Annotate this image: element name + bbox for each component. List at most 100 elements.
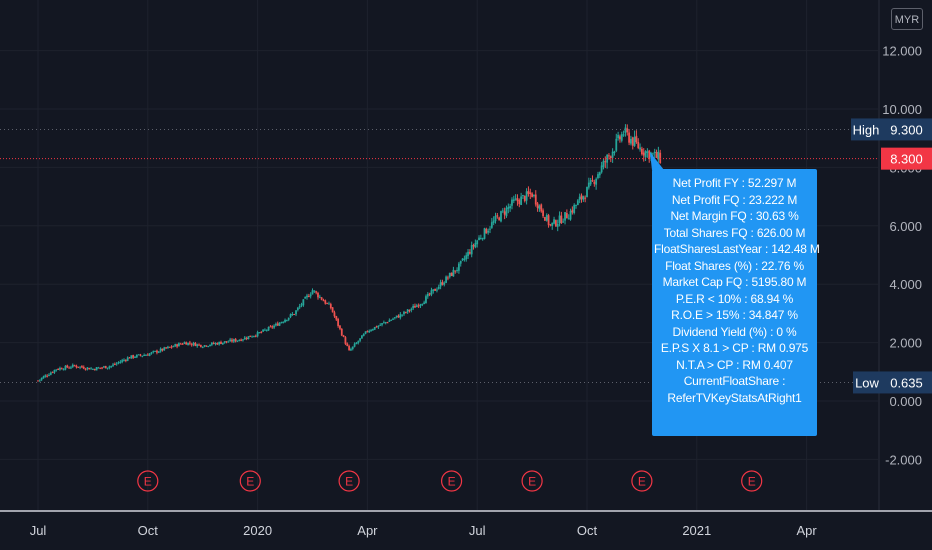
candle-body (355, 342, 358, 344)
candle-body (324, 300, 327, 304)
candle-body (335, 316, 338, 320)
candle-body (458, 263, 460, 271)
candle-body (426, 293, 429, 297)
candle-body (540, 204, 543, 212)
stat-line: CurrentFloatShare : (683, 374, 786, 388)
earnings-marker[interactable]: E (741, 470, 763, 492)
candle-body (42, 376, 45, 379)
candle-body (331, 307, 334, 313)
candle-body (203, 345, 206, 347)
earnings-marker[interactable]: E (338, 470, 360, 492)
candle-body (346, 343, 349, 347)
candle-body (240, 339, 243, 341)
candle-body (123, 359, 125, 361)
candle-body (311, 290, 314, 295)
candle-body (59, 367, 61, 370)
candle-body (132, 355, 135, 358)
candle-body (419, 304, 422, 306)
candle-body (329, 304, 332, 308)
candle-body (210, 342, 213, 345)
candle-body (371, 329, 374, 331)
candle-body (364, 331, 367, 334)
candle-body (571, 209, 574, 213)
candle-body (361, 335, 363, 339)
candle-body (174, 344, 177, 347)
earnings-marker[interactable]: E (440, 470, 463, 492)
candle-body (275, 323, 277, 326)
candle-body (619, 136, 621, 140)
candle-body (172, 346, 175, 348)
candle-body (245, 337, 248, 339)
candle-body (293, 314, 296, 316)
candle-body (635, 135, 638, 143)
candle-body (317, 292, 319, 298)
candle-body (534, 194, 537, 205)
stat-line: P.E.R < 10% : 68.94 % (675, 291, 794, 306)
candle-body (425, 296, 427, 304)
earnings-marker[interactable]: E (521, 470, 543, 492)
candle-body (450, 272, 453, 276)
candle-body (216, 343, 219, 345)
candle-body (194, 343, 197, 347)
candle-body (95, 367, 98, 371)
y-tick-label: 0.000 (889, 394, 922, 409)
candle-body (377, 325, 380, 328)
earnings-marker-ring (239, 470, 261, 492)
earnings-marker[interactable]: E (137, 470, 159, 492)
candle-body (218, 341, 221, 345)
candle-body (479, 238, 482, 240)
candle-body (251, 336, 254, 338)
currency-button[interactable]: MYR (891, 8, 923, 30)
candle-body (516, 198, 519, 202)
candle-body (351, 346, 354, 350)
candle-body (500, 211, 502, 222)
candle-body (353, 343, 356, 347)
candle-body (344, 337, 347, 344)
candle-body (529, 192, 532, 195)
candle-body (472, 245, 475, 247)
earnings-marker-label: E (144, 475, 152, 489)
candle-body (659, 152, 662, 163)
candle-body (170, 346, 173, 348)
candle-body (71, 364, 74, 367)
earnings-marker[interactable]: E (239, 470, 261, 492)
candle-body (348, 346, 350, 351)
candle-body (542, 210, 544, 217)
candle-body (485, 229, 488, 234)
candle-body (273, 325, 275, 328)
y-axis[interactable]: 12.00010.0008.0006.0004.0002.0000.000-2.… (878, 0, 922, 510)
candle-body (615, 138, 618, 151)
candle-body (611, 151, 614, 158)
earnings-marker-ring (741, 470, 763, 492)
candle-body (300, 304, 303, 306)
candle-body (146, 354, 149, 356)
stat-line: N.T.A > CP : RM 0.407 (676, 357, 793, 372)
candle-body (474, 243, 477, 248)
candle-body (392, 318, 394, 320)
candle-body (609, 156, 612, 158)
candle-body (403, 311, 405, 315)
candle-body (507, 206, 510, 209)
candle-body (617, 134, 620, 139)
candle-body (393, 317, 396, 319)
candle-body (410, 308, 413, 311)
candle-body (181, 343, 184, 345)
candle-body (231, 339, 233, 342)
candle-body (651, 153, 654, 155)
key-stats-label: Net Profit FY : 52.297 M Net Profit FQ : … (652, 169, 820, 436)
candle-body (264, 329, 266, 331)
candle-body (163, 347, 166, 351)
candle-body (463, 258, 466, 260)
earnings-marker[interactable]: E (631, 470, 653, 492)
reference-lines (0, 128, 878, 383)
candle-body (560, 215, 563, 224)
candle-body (130, 355, 133, 359)
x-axis[interactable]: Jul Oct 2020 Apr Jul Oct 2021 Apr (0, 510, 932, 538)
candles (37, 124, 662, 383)
candle-body (399, 314, 402, 318)
candle-body (242, 339, 244, 341)
candle-body (518, 200, 521, 204)
candle-body (439, 282, 442, 287)
